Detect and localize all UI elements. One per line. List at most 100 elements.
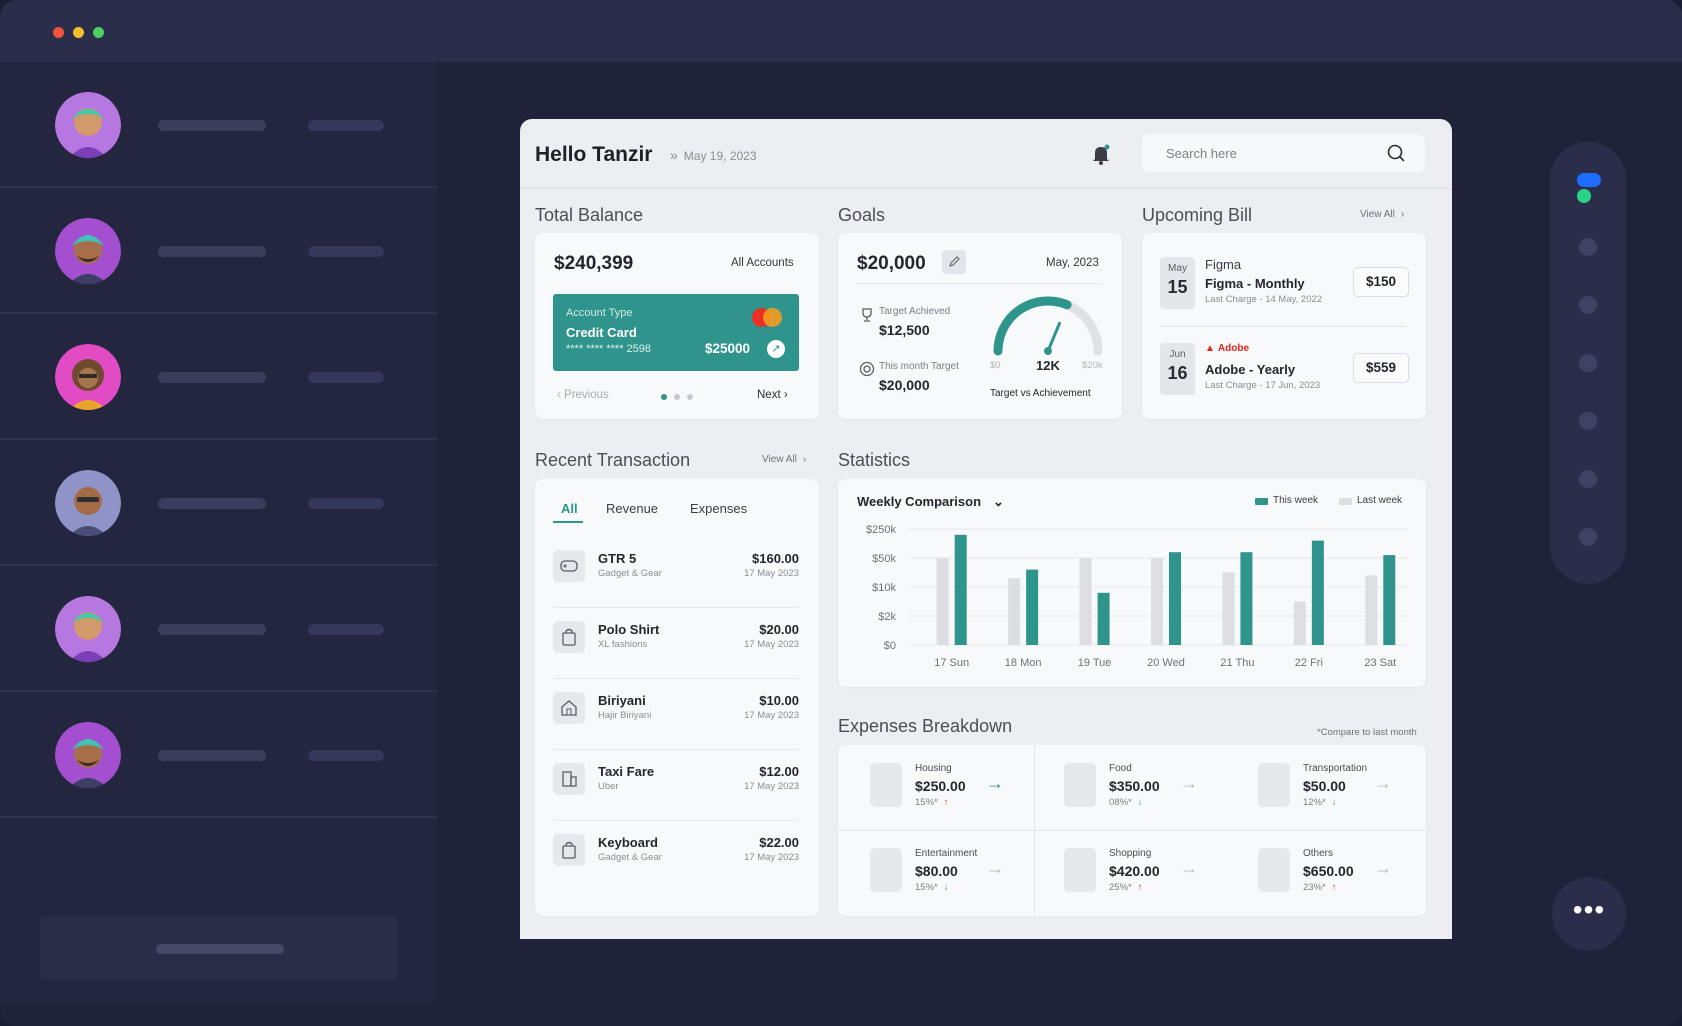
contact-item[interactable]: [0, 566, 437, 692]
y-tick-label: $250k: [866, 524, 896, 536]
legend-swatch-last-week: [1339, 498, 1352, 505]
tab-expenses[interactable]: Expenses: [690, 501, 748, 516]
rail-nav-item[interactable]: [1579, 354, 1597, 372]
bar-last-week[interactable]: [1222, 572, 1235, 646]
contact-item[interactable]: [0, 188, 437, 314]
transaction-row[interactable]: Taxi Fare Uber $12.00 17 May 2023: [553, 750, 799, 821]
bar-this-week[interactable]: [1240, 552, 1253, 645]
expense-item[interactable]: Food $350.00 08%* ↓ →: [1032, 741, 1225, 821]
transaction-row[interactable]: GTR 5 Gadget & Gear $160.00 17 May 2023: [553, 537, 799, 608]
expense-item[interactable]: Housing $250.00 15%* ↑ →: [838, 741, 1031, 821]
minimize-window-button[interactable]: [73, 27, 84, 38]
expense-item[interactable]: Transportation $50.00 12%* ↓ →: [1226, 741, 1419, 821]
rail-nav-item[interactable]: [1579, 296, 1597, 314]
rail-nav-item[interactable]: [1579, 528, 1597, 546]
arrow-right-icon[interactable]: →: [986, 858, 1004, 878]
bill-price[interactable]: $150: [1353, 267, 1409, 297]
bar-last-week[interactable]: [1151, 558, 1163, 645]
bar-last-week[interactable]: [1008, 578, 1021, 645]
rail-nav-item[interactable]: [1579, 470, 1597, 488]
bill-name: Figma - Monthly: [1205, 276, 1305, 291]
bar-this-week[interactable]: [1383, 555, 1396, 645]
arrow-right-icon[interactable]: →: [1374, 773, 1392, 793]
expense-change: 12%* ↓: [1303, 797, 1336, 808]
all-accounts-dropdown[interactable]: All Accounts: [731, 257, 794, 269]
transaction-name: Polo Shirt: [598, 622, 660, 637]
rail-nav-item[interactable]: [1579, 238, 1597, 256]
search-box[interactable]: Search here: [1142, 134, 1425, 172]
transaction-merchant: Gadget & Gear: [598, 568, 662, 579]
expense-percent: 15%*: [915, 882, 938, 893]
arrow-up-right-icon[interactable]: ↗: [767, 340, 785, 358]
expense-item[interactable]: Entertainment $80.00 15%* ↓ →: [838, 826, 1031, 906]
tab-all[interactable]: All: [561, 501, 578, 516]
figma-logo-icon[interactable]: [1576, 172, 1602, 208]
search-input[interactable]: Search here: [1166, 146, 1237, 161]
transaction-merchant: Gadget & Gear: [598, 852, 662, 863]
contact-item[interactable]: [0, 692, 437, 818]
credit-card[interactable]: Account Type Credit Card **** **** **** …: [553, 294, 799, 371]
arrow-right-icon[interactable]: →: [1374, 858, 1392, 878]
expense-change: 15%* ↑: [915, 797, 948, 808]
bill-price[interactable]: $559: [1353, 353, 1409, 383]
contact-item[interactable]: [0, 314, 437, 440]
view-all-label: View All: [762, 454, 797, 465]
previous-button[interactable]: ‹ Previous: [557, 389, 609, 401]
bar-last-week[interactable]: [1365, 575, 1378, 645]
pager-dot[interactable]: [674, 394, 680, 400]
contact-item[interactable]: [0, 440, 437, 566]
expense-item[interactable]: Shopping $420.00 25%* ↑ →: [1032, 826, 1225, 906]
arrow-right-icon[interactable]: →: [986, 773, 1004, 793]
gauge-needle: [1046, 321, 1061, 353]
bar-last-week[interactable]: [936, 558, 949, 645]
grid-icon: [1258, 848, 1290, 892]
more-options-button[interactable]: •••: [1552, 877, 1626, 951]
bill-last-charge: Last Charge - 14 May, 2022: [1205, 294, 1323, 305]
bill-item[interactable]: May 15 Figma Figma - Monthly Last Charge …: [1160, 253, 1409, 327]
search-icon[interactable]: [1386, 143, 1406, 163]
bills-view-all-link[interactable]: View All ›: [1360, 209, 1404, 220]
y-tick-label: $10k: [872, 582, 896, 594]
view-all-label: View All: [1360, 209, 1395, 220]
tab-revenue[interactable]: Revenue: [606, 501, 659, 516]
rail-nav-item[interactable]: [1579, 412, 1597, 430]
dropdown-label: Weekly Comparison: [857, 494, 982, 509]
next-button[interactable]: Next ›: [757, 389, 788, 401]
bar-this-week[interactable]: [1097, 592, 1110, 645]
bar-this-week[interactable]: [1311, 540, 1324, 645]
notification-bell-icon[interactable]: [1090, 143, 1112, 165]
bar-this-week[interactable]: [954, 534, 967, 645]
sidebar-footer-button[interactable]: [40, 916, 398, 980]
x-tick-label: 23 Sat: [1364, 657, 1396, 669]
bar-this-week[interactable]: [1026, 569, 1039, 645]
chevron-left-icon: ‹: [557, 389, 565, 401]
transaction-row[interactable]: Keyboard Gadget & Gear $22.00 17 May 2023: [553, 821, 799, 892]
bar-last-week[interactable]: [1293, 601, 1306, 646]
contact-item[interactable]: [0, 62, 437, 188]
weekly-comparison-dropdown[interactable]: Weekly Comparison ⌄: [857, 494, 1004, 510]
dashboard-header: Hello Tanzir » May 19, 2023 Search here: [520, 119, 1452, 189]
bar-this-week[interactable]: [1169, 552, 1181, 645]
transaction-row[interactable]: Biriyani Hajir Biriyani $10.00 17 May 2023: [553, 679, 799, 750]
edit-goal-button[interactable]: [942, 250, 966, 274]
expense-value: $350.00: [1109, 778, 1160, 794]
bar-last-week[interactable]: [1079, 558, 1092, 645]
avatar: [55, 218, 121, 284]
expenses-breakdown-card: Housing $250.00 15%* ↑ → Food $350.00 08%* ↓ → Tra…: [838, 745, 1426, 916]
bill-last-charge: Last Charge - 17 Jun, 2023: [1205, 380, 1321, 391]
expense-value: $250.00: [915, 778, 966, 794]
close-window-button[interactable]: [53, 27, 64, 38]
arrow-right-icon[interactable]: →: [1180, 773, 1198, 793]
breadcrumb: » May 19, 2023: [670, 147, 757, 163]
transactions-view-all-link[interactable]: View All ›: [762, 454, 806, 465]
transaction-row[interactable]: Polo Shirt XL fashions $20.00 17 May 2023: [553, 608, 799, 679]
pager-dot[interactable]: [661, 394, 667, 400]
bill-item[interactable]: Jun 16 ▲ Adobe Adobe - Yearly Last Charge …: [1160, 339, 1409, 413]
maximize-window-button[interactable]: [93, 27, 104, 38]
gauge-fill: [993, 296, 1072, 356]
card-number: **** **** **** 2598: [566, 343, 652, 355]
pager-dot[interactable]: [687, 394, 693, 400]
expense-item[interactable]: Others $650.00 23%* ↑ →: [1226, 826, 1419, 906]
gauge-value-label: 12K: [1036, 358, 1060, 373]
arrow-right-icon[interactable]: →: [1180, 858, 1198, 878]
